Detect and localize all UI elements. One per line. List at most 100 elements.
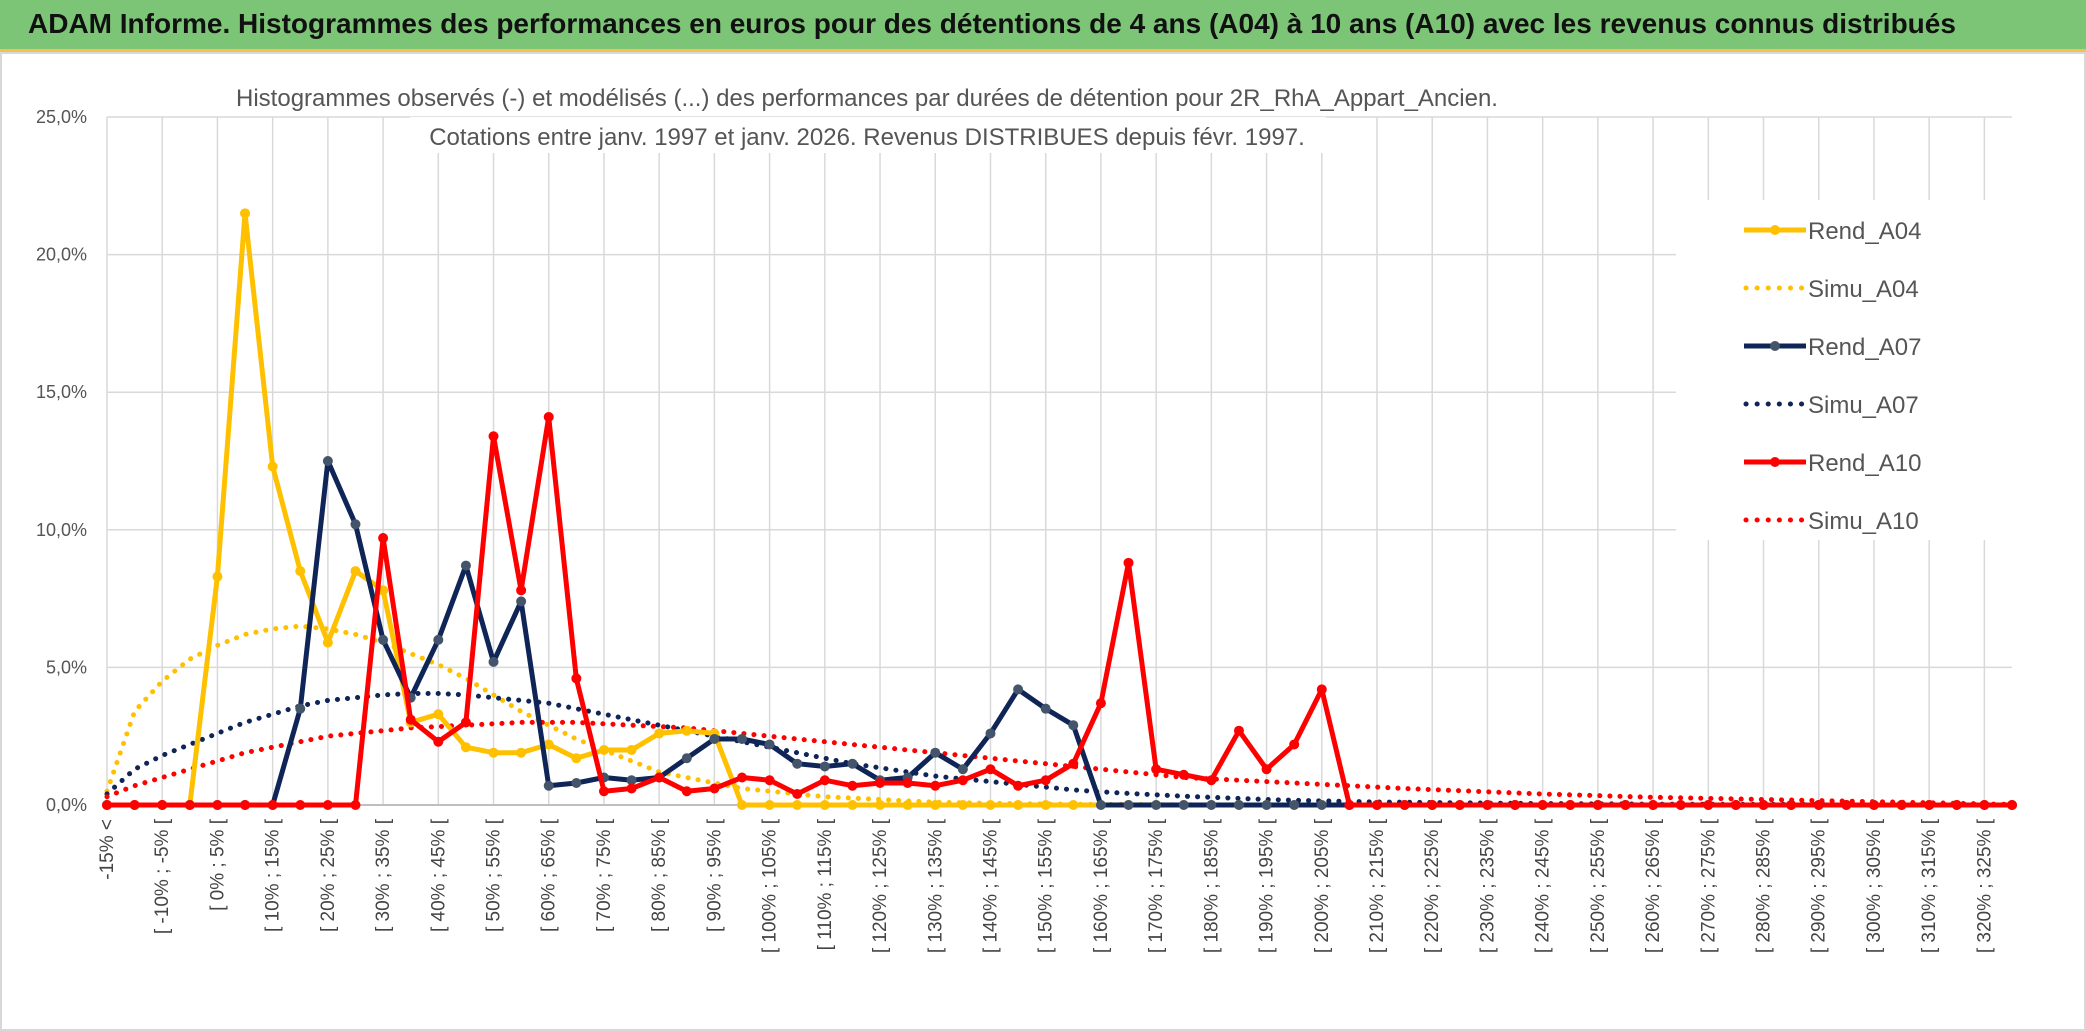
legend-box	[1676, 200, 2044, 540]
report-title: ADAM Informe. Histogrammes des performan…	[28, 8, 1956, 39]
point-Rend_A07	[819, 761, 830, 772]
chart-title: Histogrammes observés (-) et modélisés (…	[198, 78, 1538, 153]
point-Rend_A07	[764, 739, 775, 750]
y-tick-label: 15,0%	[36, 382, 87, 402]
line-Simu_A07	[104, 691, 2015, 808]
point-Rend_A10	[240, 800, 251, 810]
point-Rend_A10	[930, 780, 941, 791]
legend-label: Simu_A04	[1808, 276, 1919, 303]
x-tick-label: [ 260% ; 265% [	[1643, 818, 1664, 953]
point-Rend_A07	[571, 777, 582, 788]
series-Simu_A07	[104, 691, 2015, 808]
point-Rend_A07	[847, 758, 858, 769]
point-Rend_A04	[460, 742, 471, 753]
point-Rend_A07	[957, 764, 968, 775]
point-Rend_A10	[1979, 800, 1990, 810]
point-Rend_A04	[378, 585, 389, 596]
x-tick-label: [ 310% ; 315% [	[1919, 818, 1940, 953]
y-tick-label: 25,0%	[36, 107, 87, 127]
point-Rend_A07	[1206, 800, 1217, 810]
point-Rend_A10	[157, 800, 168, 810]
legend-label: Simu_A07	[1808, 392, 1919, 419]
x-tick-label: [ 10% ; 15% [	[263, 818, 284, 932]
x-tick-label: [ 60% ; 65% [	[539, 818, 560, 932]
point-Rend_A04	[516, 747, 527, 758]
point-Rend_A10	[102, 800, 112, 810]
point-Rend_A07	[1151, 800, 1162, 810]
x-tick-label: [ 180% ; 185% [	[1201, 818, 1222, 953]
point-Rend_A10	[598, 786, 609, 797]
point-Rend_A04	[543, 739, 554, 750]
x-tick-label: [ 170% ; 175% [	[1146, 818, 1167, 953]
x-tick-label: [ 160% ; 165% [	[1091, 818, 1112, 953]
x-tick-label: [ 90% ; 95% [	[704, 818, 725, 932]
point-Rend_A10	[378, 533, 389, 544]
series-Rend_A10	[102, 411, 2017, 810]
point-Rend_A10	[1813, 800, 1824, 810]
point-Rend_A04	[792, 800, 803, 810]
x-tick-label: [ 280% ; 285% [	[1754, 818, 1775, 953]
point-Rend_A10	[1896, 800, 1907, 810]
y-tick-label: 5,0%	[46, 657, 87, 677]
point-Rend_A10	[1261, 764, 1272, 775]
point-Rend_A07	[1316, 800, 1327, 810]
point-Rend_A07	[350, 519, 361, 530]
point-Rend_A10	[212, 800, 223, 810]
legend-label: Rend_A04	[1808, 218, 1921, 245]
point-Rend_A07	[460, 560, 471, 571]
legend-marker	[1770, 225, 1780, 235]
legend-label: Simu_A10	[1808, 508, 1919, 535]
point-Rend_A07	[1068, 720, 1079, 731]
point-Rend_A10	[681, 786, 692, 797]
point-Rend_A10	[1068, 758, 1079, 769]
point-Rend_A07	[1123, 800, 1134, 810]
legend-item-Rend_A07: Rend_A07	[1744, 334, 1921, 361]
point-Rend_A10	[764, 775, 775, 786]
point-Rend_A10	[1289, 739, 1300, 750]
legend-item-Rend_A04: Rend_A04	[1744, 218, 1921, 245]
point-Rend_A10	[1482, 800, 1493, 810]
x-tick-label: [ 30% ; 35% [	[373, 818, 394, 932]
point-Rend_A10	[1758, 800, 1769, 810]
x-tick-label: [ 140% ; 145% [	[980, 818, 1001, 953]
point-Rend_A07	[709, 733, 720, 744]
chart-title-line1: Histogrammes observés (-) et modélisés (…	[236, 85, 1498, 112]
point-Rend_A10	[654, 772, 665, 783]
chart-title-line2: Cotations entre janv. 1997 et janv. 2026…	[429, 124, 1305, 151]
title-line2-bg	[410, 117, 1326, 153]
point-Rend_A10	[1206, 775, 1217, 786]
point-Rend_A07	[985, 728, 996, 739]
point-Rend_A10	[847, 780, 858, 791]
point-Rend_A10	[1316, 684, 1327, 695]
point-Rend_A10	[1675, 800, 1686, 810]
point-Rend_A04	[571, 753, 582, 764]
point-Rend_A10	[1427, 800, 1438, 810]
x-tick-label: [ 110% ; 115% [	[815, 818, 836, 950]
point-Rend_A04	[764, 800, 775, 810]
point-Rend_A04	[847, 800, 858, 810]
title-line1-bg	[198, 78, 1538, 114]
point-Rend_A10	[792, 788, 803, 799]
point-Rend_A10	[460, 717, 471, 728]
point-Rend_A10	[902, 777, 913, 788]
point-Rend_A07	[516, 596, 527, 607]
point-Rend_A04	[295, 566, 306, 577]
point-Rend_A07	[1095, 800, 1106, 810]
point-Rend_A10	[1233, 725, 1244, 736]
point-Rend_A10	[1151, 764, 1162, 775]
x-tick-label: [ -10% ; -5% [	[152, 818, 173, 934]
point-Rend_A07	[378, 634, 389, 645]
x-tick-label: [ 80% ; 85% [	[649, 818, 670, 932]
point-Rend_A04	[819, 800, 830, 810]
point-Rend_A10	[1372, 800, 1382, 810]
point-Rend_A04	[322, 637, 333, 648]
point-Rend_A10	[433, 736, 444, 747]
point-Rend_A10	[1510, 800, 1521, 810]
point-Rend_A10	[295, 800, 306, 810]
point-Rend_A07	[543, 780, 554, 791]
point-Rend_A04	[654, 728, 665, 739]
point-Rend_A04	[433, 709, 444, 720]
point-Rend_A04	[626, 744, 637, 755]
point-Rend_A07	[1040, 703, 1051, 714]
